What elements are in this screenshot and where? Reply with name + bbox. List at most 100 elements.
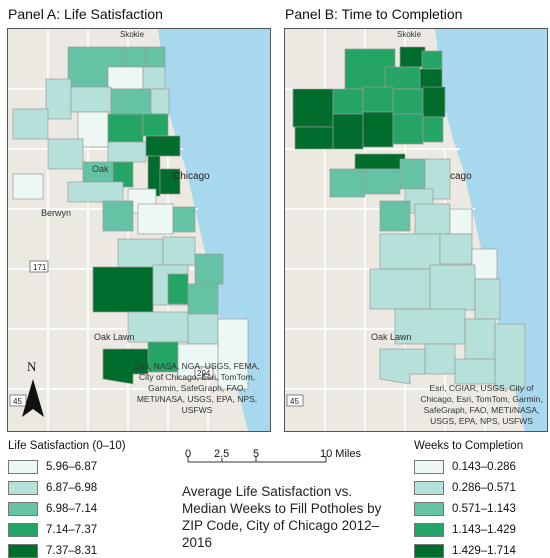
zip-area <box>379 233 441 270</box>
hwy-45-shield: 45 <box>290 397 299 406</box>
zip-area <box>107 113 144 143</box>
figure-caption: Average Life Satisfaction vs. Median Wee… <box>182 484 382 550</box>
legend-swatch <box>8 502 38 516</box>
zip-area <box>117 238 164 270</box>
legend-label: 6.87–6.98 <box>46 482 98 494</box>
scale-tick-10: 10 Miles <box>320 448 361 460</box>
zip-area <box>424 343 456 375</box>
legend-swatch <box>414 460 444 474</box>
zip-area <box>414 203 451 235</box>
zip-area <box>454 358 496 385</box>
legend-label: 1.429–1.714 <box>452 545 516 557</box>
zip-area <box>217 318 249 390</box>
place-oak-park: Oak <box>92 164 109 174</box>
legend-label: 7.37–8.31 <box>46 545 98 557</box>
place-oak-lawn: Oak Lawn <box>371 332 412 342</box>
zip-area <box>187 283 219 315</box>
zip-polygons-a <box>12 46 249 390</box>
legend-swatch <box>414 523 444 537</box>
zip-area <box>67 181 124 203</box>
legend-item: 0.286–0.571 <box>414 481 516 495</box>
place-skokie: Skokie <box>397 30 422 39</box>
zip-area <box>471 248 498 280</box>
place-chicago: Chicago <box>173 171 210 182</box>
zip-area <box>102 348 149 385</box>
legend-item: 1.143–1.429 <box>414 523 516 537</box>
zip-area <box>354 153 406 170</box>
scale-bar <box>187 456 327 463</box>
zip-area <box>429 264 476 311</box>
legend-item: 6.87–6.98 <box>8 481 97 495</box>
scale-tick-5: 5 <box>253 448 260 460</box>
hwy-45-shield: 45 <box>13 397 22 406</box>
legend-swatch <box>414 502 444 516</box>
attribution-b: Esri, CGIAR, USGS, City of Chicago, Esri… <box>420 383 543 426</box>
legend-a-title: Life Satisfaction (0–10) <box>8 440 126 452</box>
legend-item: 5.96–6.87 <box>8 460 97 474</box>
place-skokie: Skokie <box>120 30 145 39</box>
zip-area <box>494 323 526 390</box>
zip-area <box>187 313 219 345</box>
place-oak-lawn: Oak Lawn <box>94 332 135 342</box>
legend-label: 7.14–7.37 <box>46 524 98 536</box>
attribution-a: Esri, NASA, NGA, USGS, FEMA, City of Chi… <box>134 361 260 415</box>
zip-area <box>110 88 152 115</box>
zip-area <box>422 86 446 118</box>
legend-label: 1.143–1.429 <box>452 524 516 536</box>
legend-label: 6.98–7.14 <box>46 503 98 515</box>
zip-area <box>92 266 154 313</box>
legend-item: 7.37–8.31 <box>8 544 97 558</box>
zip-area <box>422 116 444 143</box>
legend-item: 0.143–0.286 <box>414 460 516 474</box>
place-chicago: cago <box>450 171 472 182</box>
zip-area <box>45 78 72 120</box>
zip-area <box>399 46 426 68</box>
zip-area <box>419 68 443 90</box>
map-b-svg: Skokie cago Oak Lawn 45 <box>285 29 547 431</box>
hwy-294-shield: 294 <box>197 369 211 378</box>
zip-area <box>144 46 166 68</box>
scale-tick-0: 0 <box>185 448 192 460</box>
legend-item: 1.429–1.714 <box>414 544 516 558</box>
zip-area <box>292 88 334 128</box>
zip-area <box>137 203 174 235</box>
map-panel-b[interactable]: Skokie cago Oak Lawn 45 Esri, CGIAR, USG… <box>284 28 548 432</box>
zip-area <box>159 168 181 195</box>
legend-item: 6.98–7.14 <box>8 502 97 516</box>
place-berwyn: Berwyn <box>41 208 71 218</box>
zip-area <box>47 138 84 170</box>
zip-area <box>392 113 424 145</box>
zip-area <box>167 273 189 305</box>
zip-area <box>362 111 394 148</box>
legend-label: 0.286–0.571 <box>452 482 516 494</box>
zip-area <box>142 113 169 137</box>
zip-area <box>194 253 224 285</box>
scale-tick-2-5: 2.5 <box>214 448 230 460</box>
panel-a-title: Panel A: Life Satisfaction <box>8 6 163 22</box>
zip-polygons-b <box>292 46 526 390</box>
zip-area <box>122 46 146 68</box>
legend-swatch <box>8 523 38 537</box>
north-arrow-icon <box>22 379 44 417</box>
zip-area <box>392 88 424 115</box>
legend-label: 0.143–0.286 <box>452 461 516 473</box>
legend-item: 0.571–1.143 <box>414 502 516 516</box>
zip-area <box>107 141 147 163</box>
zip-area <box>364 168 401 195</box>
legend-label: 0.571–1.143 <box>452 503 516 515</box>
zip-area <box>127 311 189 343</box>
legend-b-title: Weeks to Completion <box>414 440 524 452</box>
map-panel-a[interactable]: Skokie Oak Chicago Berwyn Oak Lawn 171 2… <box>7 28 271 432</box>
zip-area <box>162 236 196 266</box>
zip-area <box>449 208 473 235</box>
legend-swatch <box>414 481 444 495</box>
zip-area <box>379 200 411 232</box>
zip-area <box>399 158 426 190</box>
zip-area <box>102 200 134 232</box>
zip-area <box>12 173 44 200</box>
north-label: N <box>27 359 37 374</box>
zip-area <box>107 66 144 90</box>
legend-item: 7.14–7.37 <box>8 523 97 537</box>
zip-area <box>379 348 426 385</box>
legend-swatch <box>8 460 38 474</box>
